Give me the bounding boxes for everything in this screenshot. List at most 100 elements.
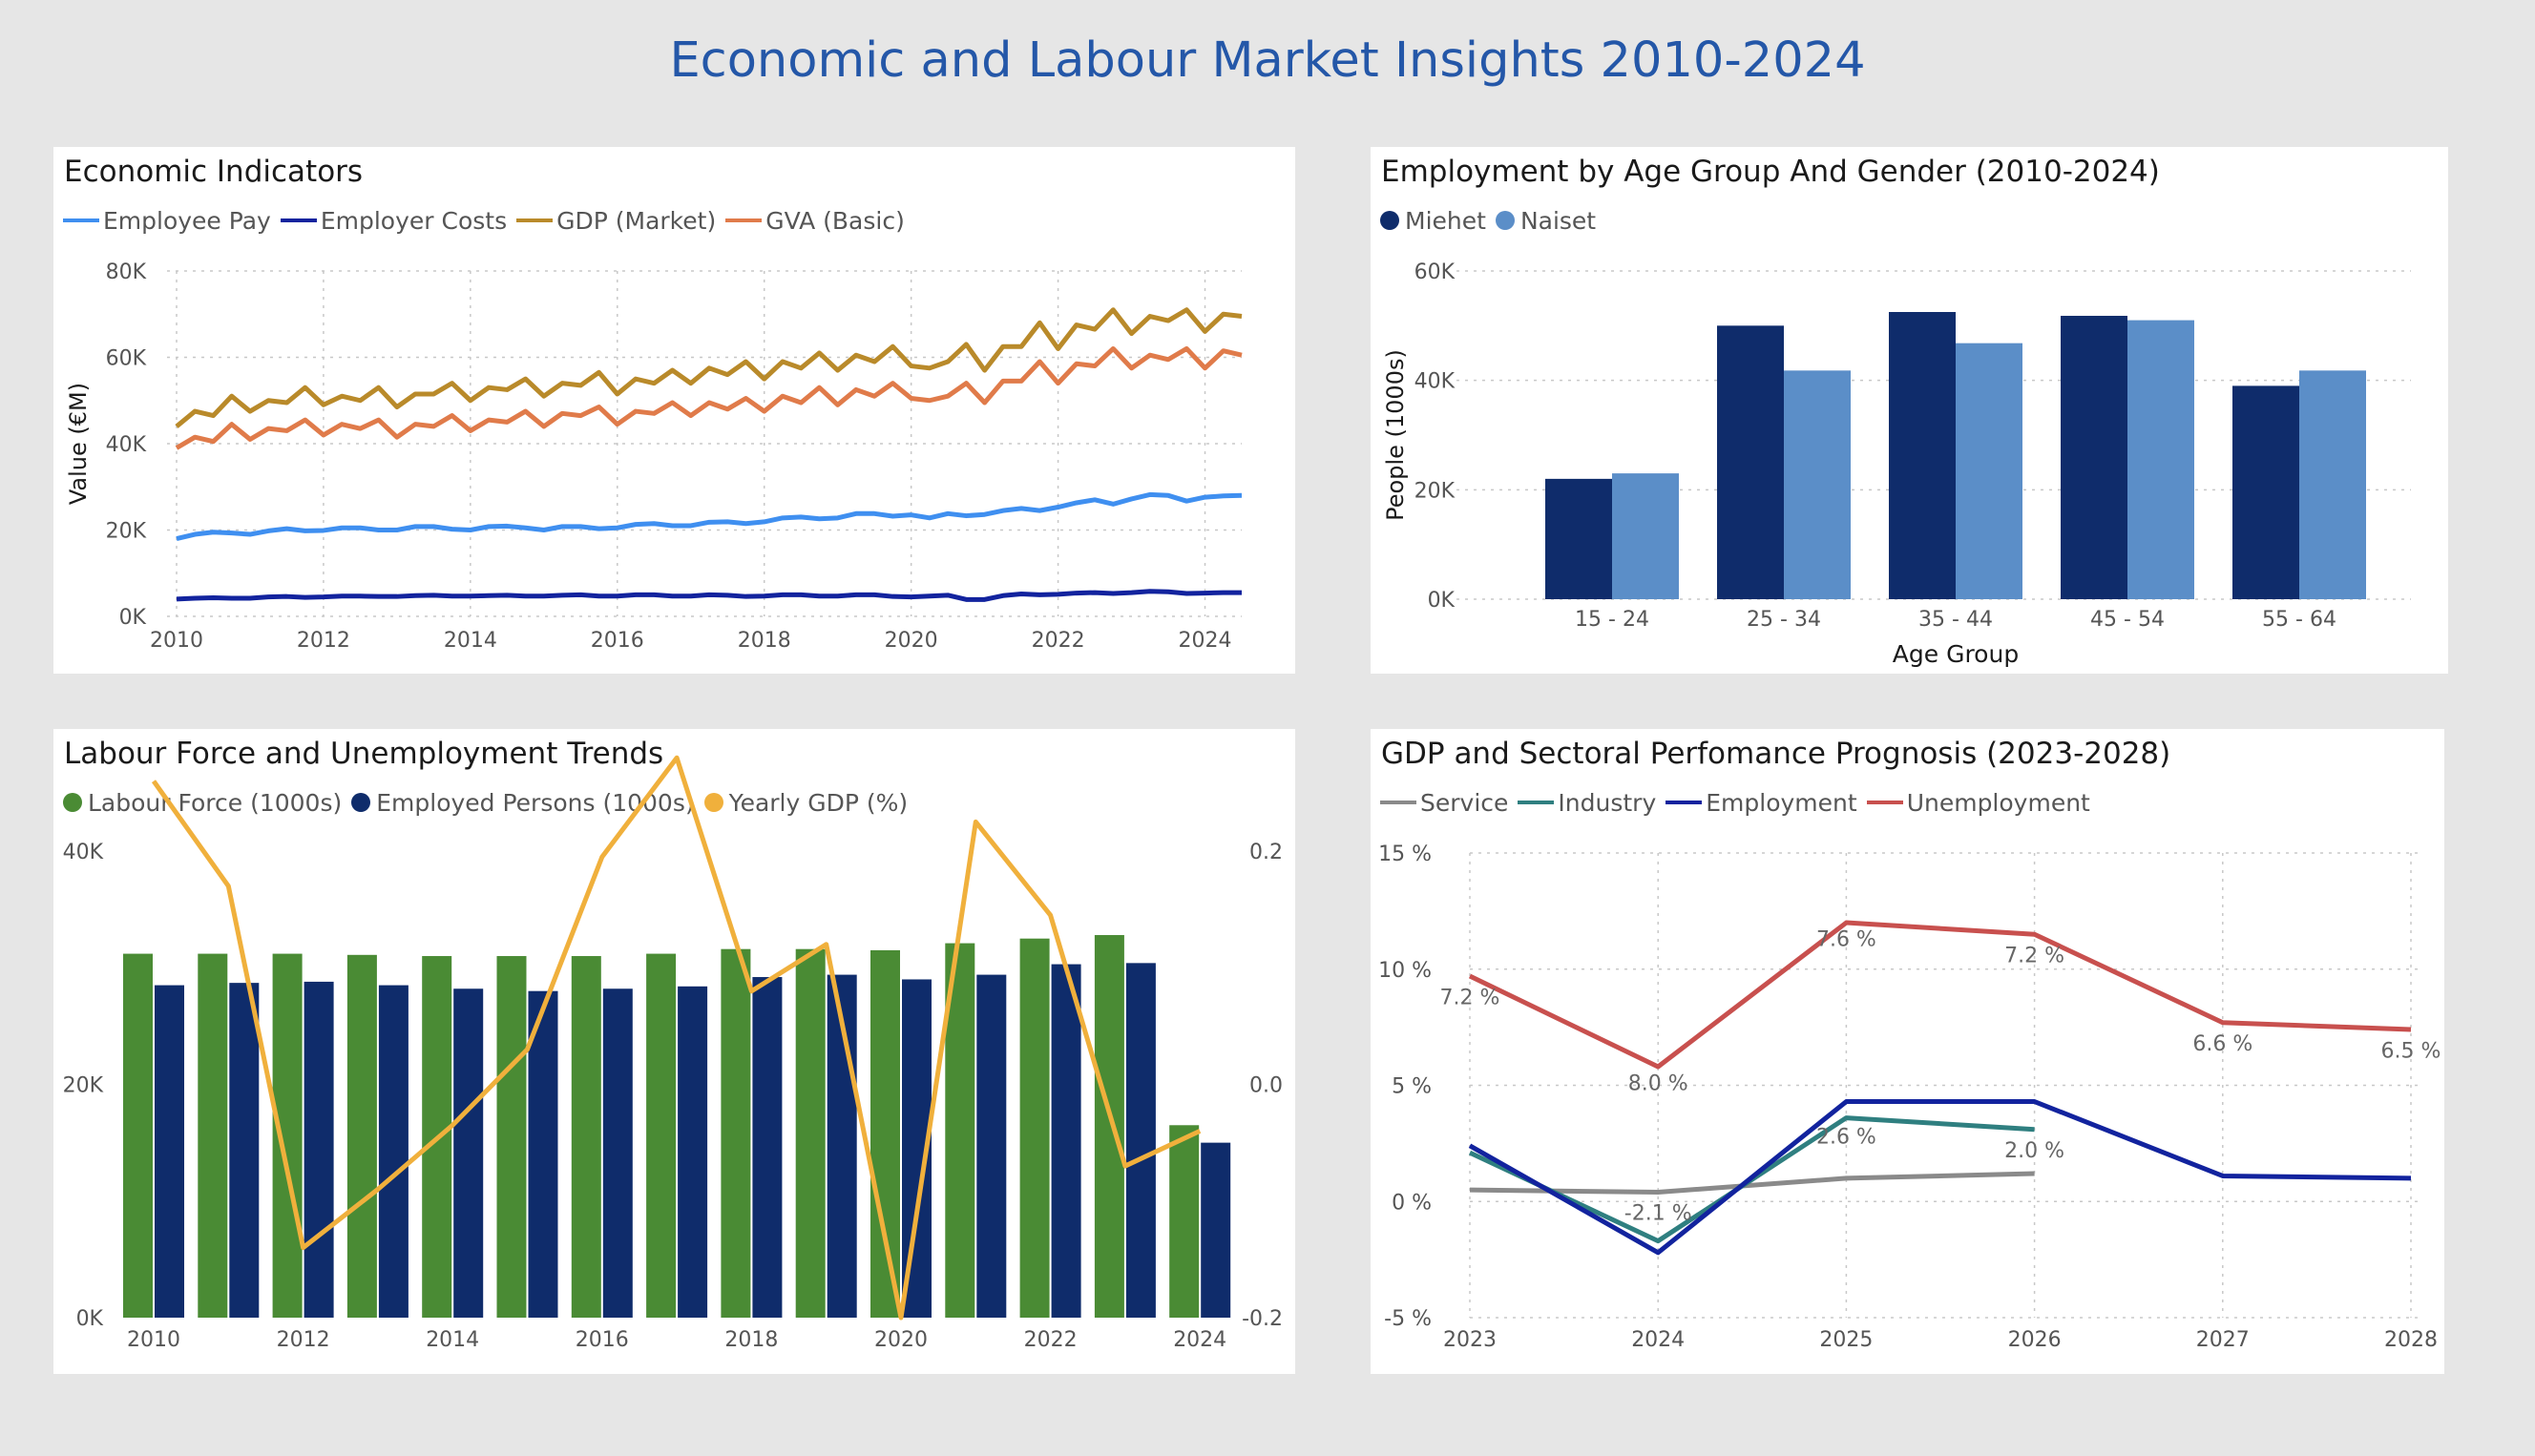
legend-label: Employee Pay bbox=[103, 206, 271, 235]
bar-labour-force bbox=[272, 953, 303, 1318]
y2-tick-label: -0.2 bbox=[1242, 1307, 1283, 1331]
legend-item[interactable]: Industry bbox=[1518, 789, 1656, 817]
y-tick-label: 20K bbox=[1414, 479, 1456, 503]
series-line-unemployment bbox=[1468, 920, 2412, 1070]
bar-employed-persons bbox=[602, 988, 633, 1318]
y-tick-label: 40K bbox=[106, 433, 147, 457]
x-tick-label: 55 - 64 bbox=[2262, 608, 2336, 632]
bar-labour-force bbox=[1094, 935, 1124, 1318]
legend-item[interactable]: GDP (Market) bbox=[516, 207, 716, 235]
chart-title: Economic Indicators bbox=[64, 155, 364, 189]
bar-labour-force bbox=[721, 948, 751, 1318]
data-label: 6.5 % bbox=[2381, 1039, 2441, 1063]
legend-dot-icon bbox=[1380, 211, 1399, 230]
chart-legend: Service Industry Employment Unemployment bbox=[1380, 788, 2100, 817]
bar-employed-persons bbox=[528, 990, 558, 1318]
legend-item[interactable]: Employment bbox=[1666, 789, 1857, 817]
x-tick-label: 2018 bbox=[724, 1328, 778, 1352]
data-label: 7.2 % bbox=[1440, 986, 1500, 1009]
chart-legend: Employee Pay Employer Costs GDP (Market)… bbox=[63, 206, 914, 235]
x-tick-label: 2010 bbox=[150, 629, 203, 653]
legend-label: Miehet bbox=[1405, 206, 1486, 235]
economic-indicators-card: Economic Indicators Employee Pay Employe… bbox=[53, 147, 1295, 674]
employment-age-card: Employment by Age Group And Gender (2010… bbox=[1371, 147, 2448, 674]
bar-employed-persons bbox=[976, 974, 1007, 1318]
labour-force-plot: 0K 20K 40K -0.2 0.0 0.2 2010 2012 2014 2016 2018 20… bbox=[63, 755, 1283, 1352]
legend-item[interactable]: Unemployment bbox=[1866, 789, 2090, 817]
x-tick-label: 2024 bbox=[1173, 1328, 1226, 1352]
legend-line-icon bbox=[63, 218, 99, 222]
x-tick-label: 25 - 34 bbox=[1747, 608, 1821, 632]
prognosis-plot: -5 % 0 % 5 % 10 % 15 % 2023 2024 2025 2026 2027 20… bbox=[1378, 842, 2441, 1352]
x-tick-label: 45 - 54 bbox=[2090, 608, 2165, 632]
legend-item[interactable]: GVA (Basic) bbox=[725, 207, 905, 235]
data-label: 2.0 % bbox=[2004, 1139, 2064, 1163]
legend-label: Service bbox=[1420, 788, 1509, 817]
y-tick-label: 60K bbox=[106, 347, 147, 371]
x-tick-label: 2014 bbox=[426, 1328, 479, 1352]
series-line-gva-basic- bbox=[175, 345, 1243, 450]
legend-item[interactable]: Employee Pay bbox=[63, 207, 271, 235]
y-tick-label: 40K bbox=[1414, 370, 1456, 394]
bar-employed-persons bbox=[229, 983, 260, 1318]
legend-line-icon bbox=[1380, 801, 1416, 804]
legend-item[interactable]: Labour Force (1000s) bbox=[63, 789, 342, 817]
legend-dot-icon bbox=[351, 793, 371, 812]
bar-naiset bbox=[1612, 473, 1679, 599]
x-tick-label: 2010 bbox=[127, 1328, 180, 1352]
chart-title: Employment by Age Group And Gender (2010… bbox=[1381, 155, 2160, 189]
bar-employed-persons bbox=[1125, 963, 1156, 1318]
y-tick-label: -5 % bbox=[1384, 1307, 1432, 1331]
bar-labour-force bbox=[1019, 938, 1050, 1318]
data-label: 7.6 % bbox=[1816, 927, 1876, 951]
legend-item[interactable]: Employer Costs bbox=[280, 207, 507, 235]
bar-employed-persons bbox=[453, 988, 484, 1318]
bar-naiset bbox=[1784, 370, 1851, 599]
legend-dot-icon bbox=[1495, 211, 1515, 230]
bar-employed-persons bbox=[752, 977, 783, 1318]
y-tick-label: 0 % bbox=[1392, 1191, 1432, 1215]
chart-title: GDP and Sectoral Perfomance Prognosis (2… bbox=[1381, 737, 2171, 771]
legend-line-icon bbox=[516, 218, 554, 222]
data-label: -2.1 % bbox=[1624, 1202, 1692, 1226]
y-tick-label: 60K bbox=[1414, 260, 1456, 284]
bar-labour-force bbox=[571, 956, 601, 1318]
legend-label: GDP (Market) bbox=[556, 206, 717, 235]
bar-labour-force bbox=[1169, 1125, 1200, 1318]
legend-item[interactable]: Naiset bbox=[1495, 206, 1597, 235]
legend-item[interactable]: Miehet bbox=[1380, 207, 1486, 235]
series-line-employee-pay bbox=[176, 491, 1243, 541]
y-tick-label: 0K bbox=[76, 1307, 104, 1331]
y2-tick-label: 0.2 bbox=[1249, 841, 1283, 864]
legend-label: Naiset bbox=[1519, 206, 1597, 235]
series-line-gdp-market- bbox=[175, 307, 1243, 428]
bar-miehet bbox=[1545, 478, 1612, 599]
x-tick-label: 2014 bbox=[444, 629, 497, 653]
x-tick-label: 2020 bbox=[885, 629, 938, 653]
bar-employed-persons bbox=[1051, 964, 1081, 1318]
x-tick-label: 2020 bbox=[874, 1328, 928, 1352]
bar-labour-force bbox=[795, 948, 826, 1318]
economic-indicators-plot: 0K 20K 40K 60K 80K 2010 2012 2014 2016 2018 2020 20… bbox=[65, 260, 1243, 653]
bar-labour-force bbox=[198, 953, 228, 1318]
x-tick-label: 2028 bbox=[2384, 1328, 2438, 1352]
y-tick-label: 0K bbox=[1428, 589, 1456, 613]
bar-employed-persons bbox=[155, 985, 184, 1318]
bar-miehet bbox=[2232, 385, 2299, 599]
employment-age-plot: 0K 20K 40K 60K 15 - 24 25 - 34 35 - 44 45 - 54 5… bbox=[1382, 260, 2411, 668]
y-tick-label: 15 % bbox=[1378, 842, 1432, 866]
x-tick-label: 2024 bbox=[1631, 1328, 1685, 1352]
legend-item[interactable]: Yearly GDP (%) bbox=[703, 789, 908, 817]
y-tick-label: 40K bbox=[63, 841, 104, 864]
series-line-service bbox=[1469, 1171, 2035, 1196]
legend-dot-icon bbox=[63, 793, 82, 812]
x-tick-label: 15 - 24 bbox=[1575, 608, 1649, 632]
series-line-yearly-gdp bbox=[151, 755, 1202, 1321]
legend-item[interactable]: Service bbox=[1380, 789, 1508, 817]
x-tick-label: 2018 bbox=[738, 629, 791, 653]
bar-labour-force bbox=[496, 956, 527, 1318]
prognosis-card: GDP and Sectoral Perfomance Prognosis (2… bbox=[1371, 729, 2444, 1374]
bar-naiset bbox=[2127, 320, 2194, 599]
x-tick-label: 2016 bbox=[576, 1328, 629, 1352]
y-axis-title: People (1000s) bbox=[1382, 349, 1409, 521]
